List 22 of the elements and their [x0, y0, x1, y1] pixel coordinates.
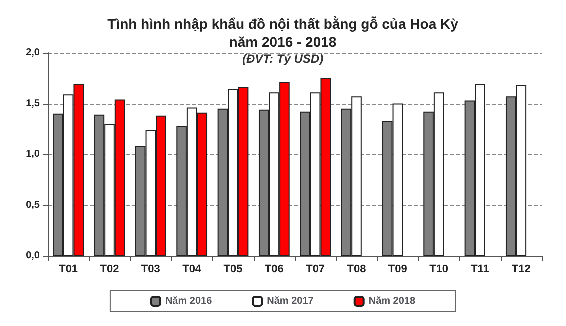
- x-tick-label: T06: [264, 264, 284, 276]
- legend-label: Năm 2016: [165, 296, 213, 307]
- x-tick-label: T03: [141, 264, 160, 276]
- x-tick-label: T08: [347, 264, 366, 276]
- y-tick-label: 1,5: [26, 98, 40, 110]
- x-tick-label: T07: [306, 264, 326, 276]
- x-tick-label: T10: [430, 264, 449, 276]
- y-tick-label: 0,0: [26, 250, 40, 262]
- x-tick-label: T05: [224, 264, 243, 276]
- x-tick-label: T12: [512, 264, 531, 276]
- x-tick-label: T11: [471, 264, 490, 276]
- y-tick-label: 1,0: [26, 149, 40, 160]
- x-tick-label: T01: [59, 264, 78, 276]
- chart-title: Tình hình nhập khẩu đồ nội thất bằng gỗ của Hoa Kỳ năm 2016 - 2018: [108, 16, 459, 50]
- y-tick-label: 2,0: [26, 48, 40, 58]
- x-tick-label: T04: [182, 264, 202, 276]
- chart-subtitle: (ĐVT: Tỷ USD): [242, 52, 324, 66]
- y-tick-label: 0,5: [26, 200, 40, 211]
- legend-label: Năm 2018: [368, 296, 416, 307]
- x-tick-label: T09: [388, 264, 408, 276]
- x-tick-label: T02: [100, 264, 120, 276]
- legend-label: Năm 2017: [267, 296, 314, 307]
